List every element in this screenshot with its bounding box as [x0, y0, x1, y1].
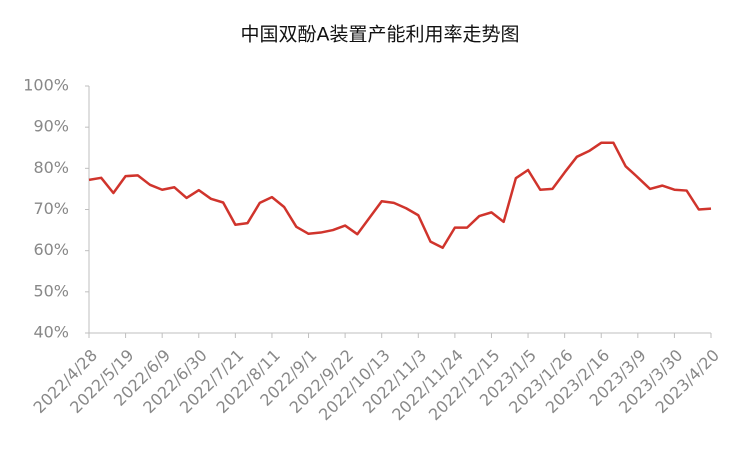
chart-title: 中国双酚A装置产能利用率走势图: [241, 24, 520, 46]
y-tick-label: 50%: [33, 281, 69, 300]
line-series: [88, 141, 712, 250]
y-tick-label: 90%: [33, 117, 69, 136]
y-tick-label: 70%: [33, 199, 69, 218]
y-tick-label: 40%: [33, 323, 69, 342]
y-tick-label: 80%: [33, 158, 69, 177]
y-tick-label: 100%: [23, 76, 69, 95]
y-tick-label: 60%: [33, 240, 69, 259]
